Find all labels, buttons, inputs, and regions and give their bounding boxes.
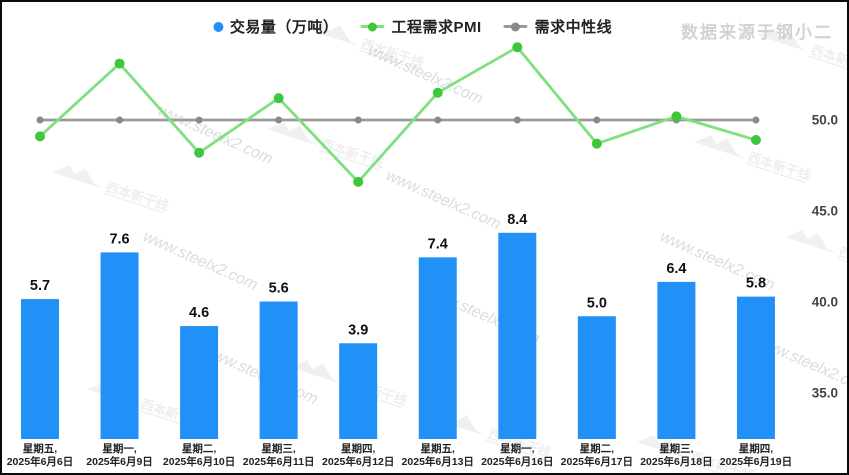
bar[interactable] [100,252,139,439]
watermark-logo-text: 西本新干线 [809,42,849,76]
data-point-marker[interactable] [36,116,44,124]
bar-value-label: 5.8 [746,276,766,292]
data-point-marker[interactable] [434,116,442,124]
x-axis-label-date: 2025年6月10日 [163,455,235,468]
bar[interactable] [736,296,775,439]
x-axis-label-date: 2025年6月17日 [561,455,633,468]
data-source-label: 数据来源于钢小二 [681,23,833,42]
x-axis-label-date: 2025年6月11日 [243,455,315,468]
legend-item-0[interactable]: 交易量（万吨） [212,16,339,37]
watermark-logo: 西本新干线 [52,165,171,213]
x-axis-label-weekday: 星期一, [102,442,136,455]
bar[interactable] [180,326,219,439]
x-axis-label-weekday: 星期四, [739,442,773,455]
bar[interactable] [498,232,537,439]
data-point-marker[interactable] [195,116,203,124]
x-axis-label-date: 2025年6月19日 [720,455,792,468]
data-point-marker[interactable] [114,58,125,69]
x-axis-label-date: 2025年6月6日 [7,455,74,468]
watermark-logo: 西本新干线 [267,122,386,170]
line-path [39,45,757,184]
bar-value-label: 5.0 [587,295,607,311]
bar[interactable] [339,343,378,439]
x-axis: 星期五,2025年6月6日星期一,2025年6月9日星期二,2025年6月10日… [7,442,792,468]
watermark-url-text: www.steelx2.com [140,228,260,294]
bar[interactable] [21,299,59,439]
x-axis-label-weekday: 星期三, [659,442,693,455]
watermark-logo: 西本新干线 [785,230,849,278]
legend-marker-dot [367,22,377,31]
right-axis-tick-label: 40.0 [812,295,838,310]
x-axis-label-weekday: 星期四, [341,442,375,455]
data-point-marker[interactable] [593,116,601,124]
x-axis-label-weekday: 星期二, [580,442,614,455]
legend-line-dot-icon [503,22,528,31]
watermark-url-text: www.steelx2.com [383,167,503,233]
data-point-marker[interactable] [275,116,283,124]
right-axis-tick-label: 50.0 [812,113,838,128]
bar-value-label: 3.9 [348,322,368,338]
bar[interactable] [418,257,457,439]
data-point-marker[interactable] [513,116,521,124]
bar-value-label: 4.6 [189,305,209,321]
line-series-工程需求PMI [35,42,761,187]
x-axis-label-date: 2025年6月13日 [402,455,474,468]
bar[interactable] [657,281,696,439]
data-point-marker[interactable] [752,116,760,124]
data-point-marker[interactable] [591,138,602,149]
bar-value-label: 7.4 [428,236,448,252]
x-axis-label-weekday: 星期一, [500,442,534,455]
data-point-marker[interactable] [750,135,761,146]
bar-value-label: 5.7 [30,278,50,294]
right-axis-tick-label: 45.0 [812,204,838,219]
right-axis: 50.0 45.0 40.0 35.0 [812,113,838,401]
x-axis-label-weekday: 星期三, [261,442,295,455]
data-point-marker[interactable] [354,116,362,124]
watermark-logo-text: 西本新干线 [837,244,849,278]
bar[interactable] [259,301,298,439]
legend-label: 交易量（万吨） [229,19,339,36]
right-axis-tick-label: 35.0 [812,386,838,401]
bar-series: 5.7 7.6 4.6 5.6 3.9 7.4 8.4 5.0 6.4 5.8 [21,212,775,439]
data-point-marker[interactable] [512,42,523,53]
line-series-需求中性线 [36,116,760,124]
legend-item-1[interactable]: 工程需求PMI [360,16,481,37]
data-point-marker[interactable] [273,93,284,104]
x-axis-label-weekday: 星期二, [182,442,216,455]
bar-value-label: 6.4 [666,261,686,277]
bar-value-label: 7.6 [109,231,129,247]
legend-label: 需求中性线 [534,19,613,36]
data-point-marker[interactable] [116,116,124,124]
data-point-marker[interactable] [194,147,205,158]
legend-dot-icon [212,21,223,32]
bar[interactable] [577,316,616,439]
x-axis-label-date: 2025年6月16日 [481,455,553,468]
legend-item-2[interactable]: 需求中性线 [503,16,613,37]
bar-value-label: 8.4 [507,212,527,228]
legend-label: 工程需求PMI [391,19,482,36]
x-axis-label-weekday: 星期五, [23,442,57,455]
bar-value-label: 5.6 [269,281,289,297]
x-axis-label-date: 2025年6月18日 [640,455,712,468]
x-axis-label-weekday: 星期五, [421,442,455,455]
data-point-marker[interactable] [432,87,443,98]
data-point-marker[interactable] [35,131,45,142]
x-axis-label-date: 2025年6月9日 [86,455,153,468]
x-axis-label-date: 2025年6月12日 [322,455,394,468]
chart-legend: 交易量（万吨） 工程需求PMI 需求中性线 [212,16,613,37]
legend-line-dot-icon [360,22,385,31]
data-point-marker[interactable] [353,176,364,187]
data-point-marker[interactable] [671,111,682,122]
legend-marker-dot [511,22,521,31]
